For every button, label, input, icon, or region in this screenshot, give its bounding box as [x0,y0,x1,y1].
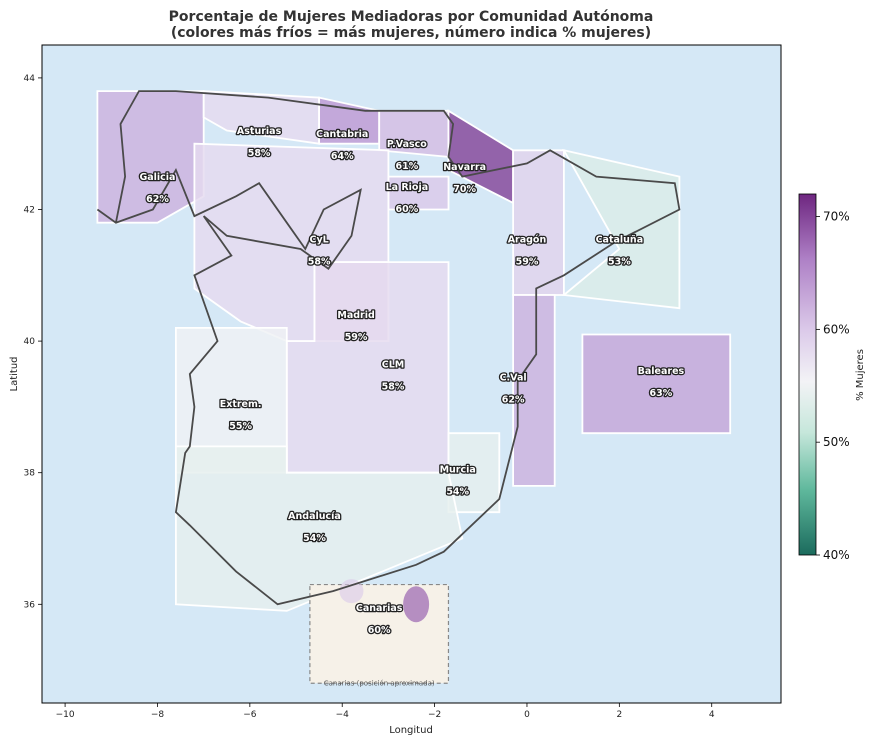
region-aragon [512,149,565,296]
region-label-cyl: CyL [310,234,329,245]
y-axis-label: Latitud [9,356,20,391]
region-label-extrem: Extrem. [220,399,262,410]
region-c-val [512,294,556,487]
region-label-andalucia: Andalucía [288,511,341,522]
plot-area: Canarias (posición aproximada) Galicia 62… [24,44,782,720]
colorbar-tick-label: 50% [823,435,850,449]
regions-layer [96,90,732,612]
region-label-canarias: Canarias [356,603,403,614]
colorbar-label: % Mujeres [855,349,866,401]
region-label-p-vasco: P.Vasco [387,139,427,150]
region-canarias-island-1 [339,579,364,604]
region-label-cantabria: Cantabria [316,129,368,140]
region-label-asturias: Asturias [237,126,282,137]
canarias-inset-note: Canarias (posición aproximada) [324,679,435,687]
region-value-galicia: 62% [146,194,169,205]
region-value-canarias: 60% [368,625,391,636]
colorbar-tick-label: 70% [823,210,850,224]
x-axis-ticks: −10 −8 −6 −4 −2 0 2 4 [56,703,715,720]
region-value-c-val: 62% [502,395,525,406]
region-label-c-val: C.Val [500,373,527,384]
region-label-navarra: Navarra [443,162,486,173]
region-value-cyl: 58% [308,256,331,267]
chart-subtitle: (colores más fríos = más mujeres, número… [171,25,651,41]
region-cataluna [561,148,681,310]
region-label-cataluna: Cataluña [596,234,644,245]
region-value-murcia: 54% [446,487,469,498]
region-value-aragon: 59% [516,256,539,267]
x-tick-label: −2 [428,710,441,720]
region-label-clm: CLM [382,359,404,370]
labels-layer: Galicia 62% Asturias 58% Cantabria 64% P.Vasco… [138,125,686,638]
region-value-andalucia: 54% [303,533,326,544]
region-value-asturias: 58% [248,148,271,159]
x-tick-label: −6 [243,710,257,720]
chart-title: Porcentaje de Mujeres Mediadoras por Com… [169,9,654,25]
colorbar: 40% 50% 60% 70% % Mujeres [798,193,866,562]
colorbar-ticks: 40% 50% 60% 70% [816,210,850,562]
region-label-baleares: Baleares [638,366,685,377]
region-value-cantabria: 64% [331,151,354,162]
y-tick-label: 44 [24,74,36,84]
x-tick-label: −8 [151,710,165,720]
canarias-inset: Canarias (posición aproximada) [309,579,450,687]
region-label-murcia: Murcia [440,465,476,476]
region-value-extrem: 55% [229,421,252,432]
region-andalucia [174,445,464,612]
plot-frame [41,44,782,704]
region-value-baleares: 63% [650,388,673,399]
y-tick-label: 40 [24,337,36,347]
colorbar-tick-label: 60% [823,322,850,336]
region-value-clm: 58% [382,381,405,392]
region-value-p-vasco: 61% [396,161,419,172]
x-axis-label: Longitud [389,725,433,736]
y-tick-label: 36 [24,600,36,610]
x-tick-label: 0 [524,710,530,720]
y-tick-label: 42 [24,206,35,216]
y-axis-ticks: 36 38 40 42 44 [24,74,42,610]
region-value-madrid: 59% [345,332,368,343]
region-asturias [202,90,321,145]
x-tick-label: 4 [709,710,715,720]
region-label-la-rioja: La Rioja [386,182,429,193]
coastline-outline [96,90,681,606]
x-tick-label: −4 [336,710,350,720]
x-tick-label: 2 [616,710,622,720]
region-value-la-rioja: 60% [396,204,419,215]
colorbar-tick-label: 40% [823,548,850,562]
region-canarias-island-2 [403,586,430,623]
y-tick-label: 38 [24,469,36,479]
colorbar-gradient [798,193,817,556]
region-label-aragon: Aragón [508,234,547,245]
region-value-navarra: 70% [453,184,476,195]
region-value-cataluna: 53% [608,256,631,267]
region-label-galicia: Galicia [139,172,175,183]
x-tick-label: −10 [56,710,75,720]
region-baleares [581,333,732,435]
region-label-madrid: Madrid [337,310,374,321]
